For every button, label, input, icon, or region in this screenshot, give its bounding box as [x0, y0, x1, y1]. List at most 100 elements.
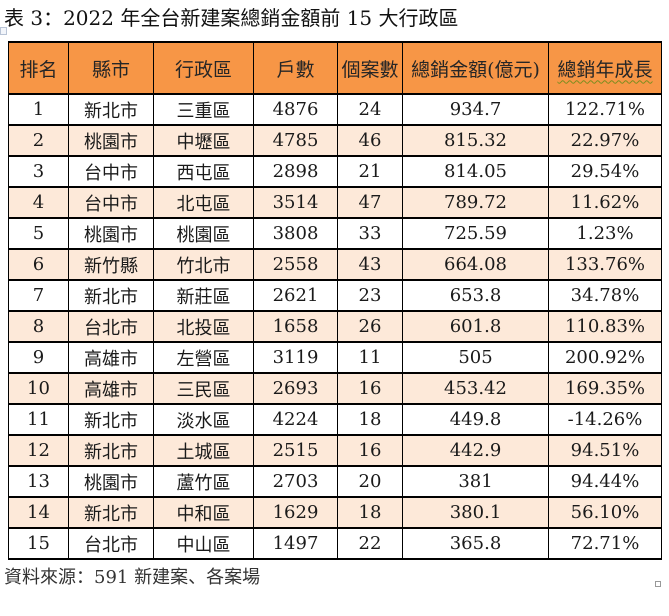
cell-county: 新北市: [68, 93, 154, 126]
cell-district: 土城區: [153, 434, 254, 467]
cell-rank: 9: [8, 341, 69, 374]
table-row: 8 台北市 北投區 1658 26 601.8 110.83%: [8, 310, 662, 343]
cell-households: 2558: [253, 248, 338, 281]
cell-district: 西屯區: [153, 155, 254, 188]
cell-total-sales: 664.08: [402, 248, 549, 281]
header-yoy-growth: 總銷年成長: [548, 41, 662, 95]
cell-county: 台中市: [68, 155, 154, 188]
cell-case-count: 18: [337, 496, 403, 529]
cell-district: 中山區: [153, 527, 254, 560]
cell-yoy-growth: 29.54%: [548, 155, 662, 188]
table-row: 10 高雄市 三民區 2693 16 453.42 169.35%: [8, 372, 662, 405]
data-source-note: 資料來源：591 新建案、各案場: [4, 567, 261, 588]
cell-households: 1629: [253, 496, 338, 529]
cell-households: 3119: [253, 341, 338, 374]
cell-yoy-growth: 133.76%: [548, 248, 662, 281]
cell-households: 3808: [253, 217, 338, 250]
header-rank: 排名: [8, 41, 69, 95]
cell-yoy-growth: 1.23%: [548, 217, 662, 250]
cell-case-count: 16: [337, 434, 403, 467]
header-households: 戶數: [253, 41, 338, 95]
header-case-count: 個案數: [337, 41, 403, 95]
table-row: 12 新北市 土城區 2515 16 442.9 94.51%: [8, 434, 662, 467]
header-rank-label: 排名: [19, 58, 58, 81]
cell-total-sales: 449.8: [402, 403, 549, 436]
cell-rank: 2: [8, 124, 69, 157]
cell-rank: 5: [8, 217, 69, 250]
cell-total-sales: 365.8: [402, 527, 549, 560]
cell-case-count: 26: [337, 310, 403, 343]
cell-case-count: 33: [337, 217, 403, 250]
cell-total-sales: 789.72: [402, 186, 549, 219]
cell-case-count: 18: [337, 403, 403, 436]
table-row: 14 新北市 中和區 1629 18 380.1 56.10%: [8, 496, 662, 529]
cell-district: 蘆竹區: [153, 465, 254, 498]
cell-county: 桃園市: [68, 124, 154, 157]
cell-district: 中和區: [153, 496, 254, 529]
table-row: 15 台北市 中山區 1497 22 365.8 72.71%: [8, 527, 662, 560]
cell-case-count: 46: [337, 124, 403, 157]
cell-district: 淡水區: [153, 403, 254, 436]
cell-district: 北屯區: [153, 186, 254, 219]
cell-district: 竹北市: [153, 248, 254, 281]
cell-county: 新北市: [68, 279, 154, 312]
cell-case-count: 23: [337, 279, 403, 312]
cell-rank: 7: [8, 279, 69, 312]
cell-total-sales: 453.42: [402, 372, 549, 405]
cell-households: 2621: [253, 279, 338, 312]
cell-case-count: 16: [337, 372, 403, 405]
cell-county: 台北市: [68, 310, 154, 343]
cell-total-sales: 725.59: [402, 217, 549, 250]
cell-households: 3514: [253, 186, 338, 219]
table-row: 7 新北市 新莊區 2621 23 653.8 34.78%: [8, 279, 662, 312]
cell-total-sales: 814.05: [402, 155, 549, 188]
cell-rank: 6: [8, 248, 69, 281]
cell-total-sales: 505: [402, 341, 549, 374]
cell-county: 桃園市: [68, 217, 154, 250]
table-row: 2 桃園市 中壢區 4785 46 815.32 22.97%: [8, 124, 662, 157]
cell-households: 4224: [253, 403, 338, 436]
cell-district: 左營區: [153, 341, 254, 374]
table-resize-handle-icon[interactable]: [655, 581, 661, 587]
cell-county: 桃園市: [68, 465, 154, 498]
cell-yoy-growth: 94.51%: [548, 434, 662, 467]
cell-case-count: 24: [337, 93, 403, 126]
cell-rank: 10: [8, 372, 69, 405]
header-households-label: 戶數: [276, 58, 315, 81]
cell-district: 三民區: [153, 372, 254, 405]
cell-county: 新北市: [68, 434, 154, 467]
cell-households: 4785: [253, 124, 338, 157]
cell-rank: 12: [8, 434, 69, 467]
cell-total-sales: 934.7: [402, 93, 549, 126]
cell-district: 北投區: [153, 310, 254, 343]
table-row: 5 桃園市 桃園區 3808 33 725.59 1.23%: [8, 217, 662, 250]
cell-county: 新北市: [68, 403, 154, 436]
cell-case-count: 11: [337, 341, 403, 374]
cell-county: 新竹縣: [68, 248, 154, 281]
cell-total-sales: 601.8: [402, 310, 549, 343]
cell-rank: 14: [8, 496, 69, 529]
cell-rank: 1: [8, 93, 69, 126]
cell-district: 三重區: [153, 93, 254, 126]
header-row: 排名 縣市 行政區 戶數 個案數 總銷金額(億元) 總銷年成長: [8, 41, 662, 95]
table-row: 6 新竹縣 竹北市 2558 43 664.08 133.76%: [8, 248, 662, 281]
header-case-count-label: 個案數: [341, 58, 399, 81]
cell-yoy-growth: 56.10%: [548, 496, 662, 529]
cell-county: 台中市: [68, 186, 154, 219]
sales-ranking-table: 排名 縣市 行政區 戶數 個案數 總銷金額(億元) 總銷年成長 1 新北市 三重區 4…: [8, 41, 662, 560]
table-row: 9 高雄市 左營區 3119 11 505 200.92%: [8, 341, 662, 374]
header-total-sales-label: 總銷金額(億元): [411, 58, 540, 81]
cell-households: 2515: [253, 434, 338, 467]
table-move-handle-icon[interactable]: [0, 27, 7, 35]
cell-yoy-growth: 22.97%: [548, 124, 662, 157]
cell-households: 2703: [253, 465, 338, 498]
cell-yoy-growth: 169.35%: [548, 372, 662, 405]
cell-case-count: 22: [337, 527, 403, 560]
header-county: 縣市: [68, 41, 154, 95]
cell-county: 高雄市: [68, 341, 154, 374]
table-row: 3 台中市 西屯區 2898 21 814.05 29.54%: [8, 155, 662, 188]
cell-yoy-growth: 72.71%: [548, 527, 662, 560]
header-yoy-growth-label: 總銷年成長: [557, 58, 653, 81]
table-body: 1 新北市 三重區 4876 24 934.7 122.71% 2 桃園市 中壢區 4785 46 81…: [8, 93, 662, 560]
cell-rank: 11: [8, 403, 69, 436]
